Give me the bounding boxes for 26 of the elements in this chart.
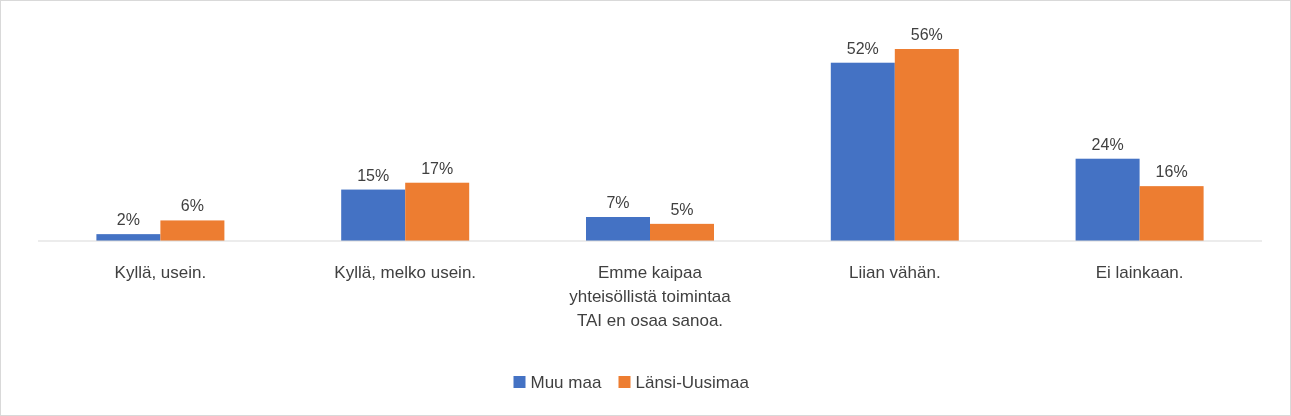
legend-label: Muu maa (530, 373, 602, 392)
data-label: 5% (670, 200, 694, 218)
bar (830, 62, 895, 241)
bar (894, 49, 959, 241)
x-tick-label: Kyllä, melko usein. (334, 263, 477, 282)
data-label: 24% (1091, 135, 1124, 153)
data-label: 56% (910, 26, 943, 43)
data-label: 52% (846, 39, 879, 57)
data-label: 2% (116, 211, 140, 229)
x-tick-label: Emme kaipaa yhteisöllistä toimintaa TAI en osaa sanoa. (569, 263, 732, 330)
data-label: 17% (421, 159, 454, 177)
bar (405, 182, 470, 241)
bar (160, 220, 225, 241)
data-label: 16% (1155, 163, 1188, 181)
bar (650, 223, 714, 241)
data-label: 7% (606, 194, 630, 211)
bar (586, 217, 650, 241)
x-tick-label: Kyllä, usein. (114, 263, 207, 282)
data-label: 6% (180, 197, 204, 215)
bar (1075, 158, 1140, 241)
bar (341, 189, 406, 241)
x-tick-label: Liian vähän. (848, 263, 941, 282)
legend-label: Länsi-Uusimaa (635, 373, 750, 392)
x-tick-label: Ei lainkaan. (1095, 263, 1184, 282)
data-label: 15% (357, 166, 390, 184)
bar (1139, 186, 1204, 241)
